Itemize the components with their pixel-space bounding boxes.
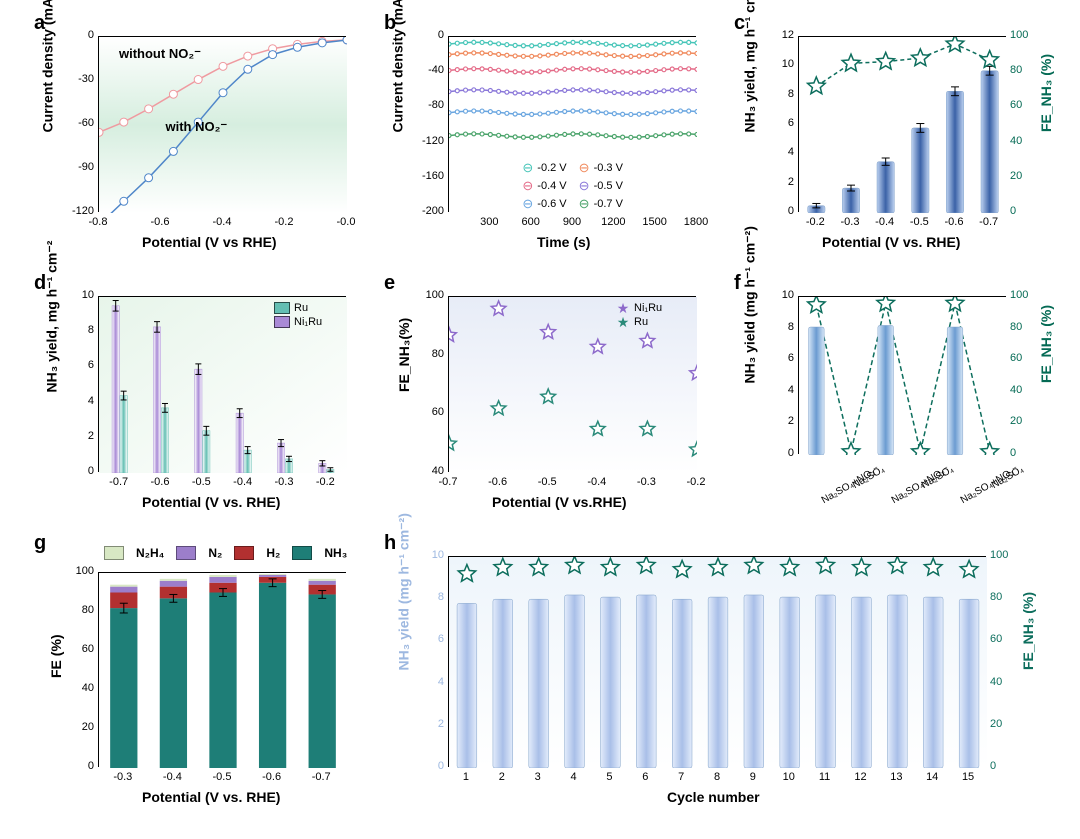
panel-1: b⊖ -0.2 V⊖ -0.3 V⊖ -0.4 V⊖ -0.5 V⊖ -0.6 … — [390, 18, 710, 258]
panel-7: h123456789101112131415024681002040608010… — [390, 538, 1040, 813]
panel-4: e-0.7-0.6-0.5-0.4-0.3-0.2406080100Potent… — [390, 278, 710, 518]
panel-0: awithout NO₂⁻with NO₂⁻-0.8-0.6-0.4-0.2-0… — [40, 18, 360, 258]
panel-6: g-0.3-0.4-0.5-0.6-0.7020406080100Potenti… — [40, 538, 360, 813]
figure-root: awithout NO₂⁻with NO₂⁻-0.8-0.6-0.4-0.2-0… — [0, 0, 1080, 839]
panel-2: c-0.2-0.3-0.4-0.5-0.6-0.7024681012020406… — [740, 18, 1060, 258]
panel-label-g: g — [34, 532, 46, 555]
panel-label-f: f — [734, 272, 741, 295]
panel-3: d-0.7-0.6-0.5-0.4-0.3-0.20246810Potentia… — [40, 278, 360, 518]
panel-label-e: e — [384, 272, 395, 295]
panel-5: fNa₂SO₄+NO₂⁻Na₂SO₄Na₂SO₄+NO₂⁻Na₂SO₄Na₂SO… — [740, 278, 1060, 518]
panel-label-h: h — [384, 532, 396, 555]
